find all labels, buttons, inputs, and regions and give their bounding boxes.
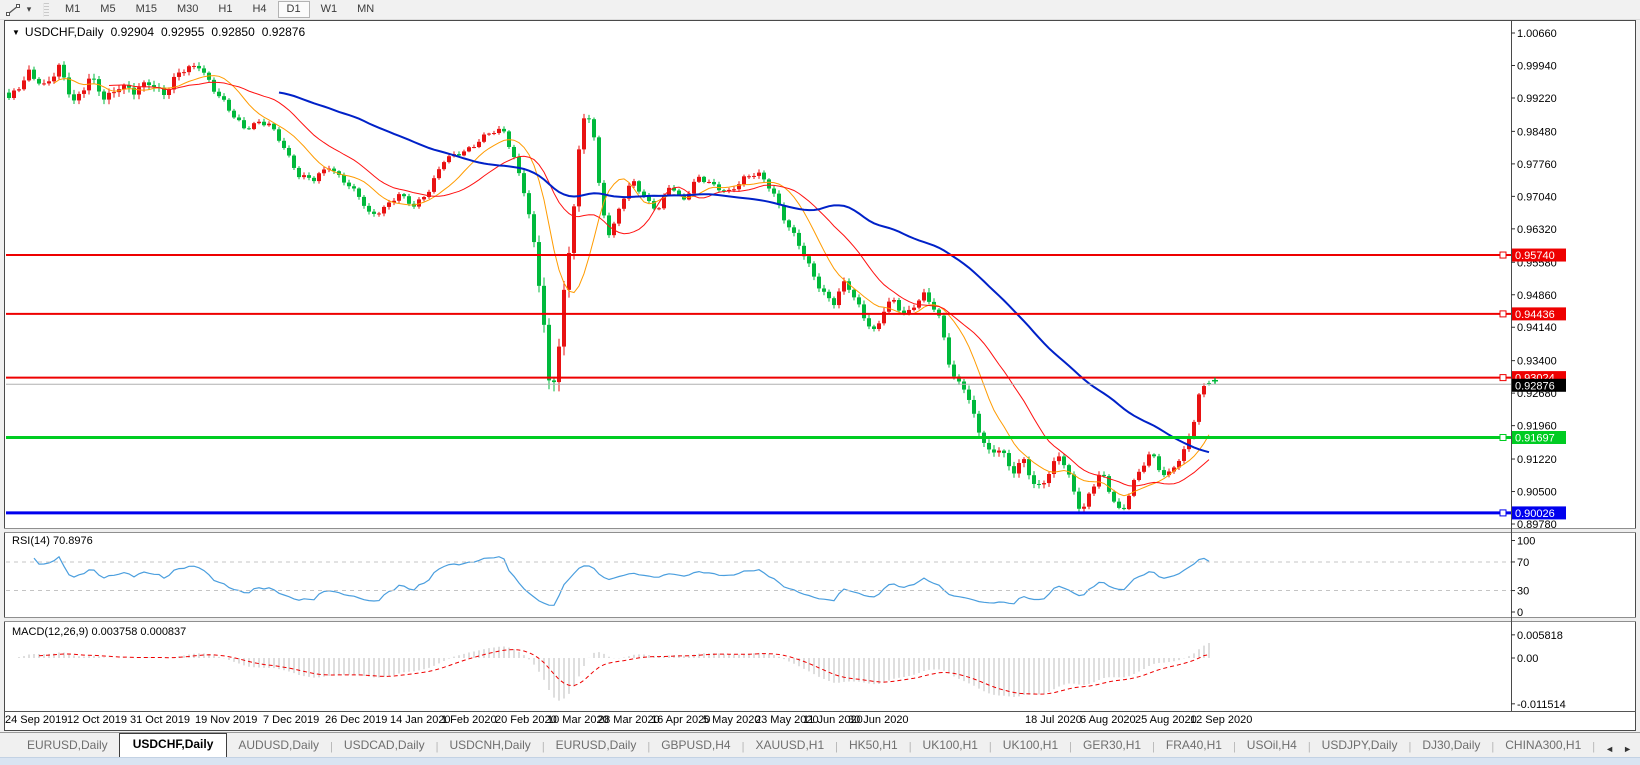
time-axis-label: 26 Dec 2019 [325,714,388,726]
tab-divider: | [1069,740,1073,753]
time-axis-label: 10 Mar 2020 [547,714,609,726]
ohlc-close: 0.92876 [261,25,306,39]
tab-divider: | [541,740,545,753]
time-axis-label: 31 Oct 2019 [130,714,190,726]
tab-scroll-controls: ◄ ► [1601,744,1640,757]
time-axis-label: 25 Aug 2020 [1135,714,1197,726]
tab-divider: | [1592,740,1596,753]
chart-tab-usdjpy-daily[interactable]: USDJPY,Daily [1321,738,1398,752]
tab-scroll-left-icon[interactable]: ◄ [1605,744,1615,754]
tab-divider: | [1408,740,1412,753]
time-axis-label: 6 Aug 2020 [1080,714,1136,726]
chart-tab-ger30-h1[interactable]: GER30,H1 [1083,738,1142,752]
macd-label: MACD(12,26,9) 0.003758 0.000837 [12,626,187,638]
time-axis: 24 Sep 2019 12 Oct 2019 31 Oct 2019 19 Nov … [0,712,1640,730]
tab-divider: | [835,740,838,753]
top-toolbar: ▾ M1 M5 M15 M30 H1 H4 D1 W1 MN [0,0,1640,20]
chart-tab-bar: EURUSD,Daily USDCHF,Daily AUDUSD,Daily | USD… [0,732,1640,757]
tab-divider: | [647,740,651,753]
tab-divider: | [1307,740,1311,753]
timeframe-button-group: M1 M5 M15 M30 H1 H4 D1 W1 MN [55,1,384,18]
chart-tab-usdcad-daily[interactable]: USDCAD,Daily [343,738,425,752]
tool-dropdown-caret-icon[interactable]: ▾ [26,4,32,14]
symbol-dropdown-icon[interactable]: ▼ [12,28,20,37]
symbol-title: USDCHF,Daily [24,25,104,39]
time-axis-label: 24 Sep 2019 [5,714,68,726]
ohlc-open: 0.92904 [110,25,154,39]
timeframe-button-h4[interactable]: H4 [243,1,275,18]
tab-divider: | [330,740,333,753]
chart-tab-fra40-h1[interactable]: FRA40,H1 [1165,738,1222,752]
time-axis-label: 28 Mar 2020 [598,714,660,726]
chart-tab-usoil-h4[interactable]: USOil,H4 [1246,738,1297,752]
time-axis-label: 18 Jul 2020 [1025,714,1082,726]
toolbar-grip[interactable] [43,2,49,17]
time-axis-label: 7 Dec 2019 [263,714,320,726]
time-axis-label: 30 Jun 2020 [848,714,909,726]
chart-tab-usdcnh-daily[interactable]: USDCNH,Daily [449,738,531,752]
timeframe-button-d1[interactable]: D1 [277,1,310,18]
chart-tab-hk50-h1[interactable]: HK50,H1 [848,738,898,752]
time-axis-label: 5 May 2020 [703,714,761,726]
tab-divider: | [1232,740,1236,753]
time-axis-label: 23 May 2020 [755,714,819,726]
timeframe-button-h1[interactable]: H1 [209,1,241,18]
time-axis-label: 12 Sep 2020 [1190,714,1253,726]
tab-divider: | [988,740,992,753]
time-axis-label: 11 Jun 2020 [803,714,863,726]
rsi-label: RSI(14) 70.8976 [12,535,93,547]
trendline-tool-button[interactable] [3,2,23,18]
chart-tab-dj30-daily[interactable]: DJ30,Daily [1422,738,1481,752]
time-axis-label: 12 Oct 2019 [67,714,127,726]
timeframe-button-m15[interactable]: M15 [127,1,166,18]
chart-tab-usdchf-daily[interactable]: USDCHF,Daily [118,733,228,757]
chart-tab-xauusd-h1[interactable]: XAUUSD,H1 [755,738,825,752]
chart-tab-uk100-h1[interactable]: UK100,H1 [922,738,978,752]
chart-tabs: EURUSD,Daily USDCHF,Daily AUDUSD,Daily | USD… [0,733,1601,757]
timeframe-button-m1[interactable]: M1 [56,1,89,18]
time-axis-label: 20 Feb 2020 [495,714,557,726]
tab-divider: | [1152,740,1155,753]
chart-tab-china300-h1[interactable]: CHINA300,H1 [1505,738,1582,752]
timeframe-button-w1[interactable]: W1 [312,1,347,18]
timeframe-button-mn[interactable]: MN [348,1,383,18]
time-axis-label: 19 Nov 2019 [195,714,258,726]
tab-divider: | [908,740,912,753]
chart-tab-eurusd-daily[interactable]: EURUSD,Daily [27,738,108,752]
tab-divider: | [741,740,745,753]
tab-divider: | [435,740,439,753]
chart-tab-audusd-daily[interactable]: AUDUSD,Daily [238,738,320,752]
chart-tab-eurusd-daily[interactable]: EURUSD,Daily [555,738,637,752]
trendline-tool-icon [6,3,20,16]
ohlc-high: 0.92955 [161,25,205,39]
timeframe-button-m5[interactable]: M5 [91,1,124,18]
chart-title: ▼ USDCHF,Daily 0.92904 0.92955 0.92850 0.9287… [12,25,305,39]
tab-divider: | [1491,740,1495,753]
chart-tab-uk100-h1[interactable]: UK100,H1 [1002,738,1059,752]
time-axis-label: 16 Apr 2020 [651,714,711,726]
status-bar [0,757,1640,765]
chart-tab-gbpusd-h4[interactable]: GBPUSD,H4 [661,738,731,752]
tab-scroll-right-icon[interactable]: ► [1623,744,1632,754]
timeframe-button-m30[interactable]: M30 [168,1,207,18]
ohlc-low: 0.92850 [211,25,255,39]
chart-window [4,20,1636,731]
time-axis-label: 14 Jan 2020 [390,714,451,726]
time-axis-label: 1 Feb 2020 [441,714,497,726]
